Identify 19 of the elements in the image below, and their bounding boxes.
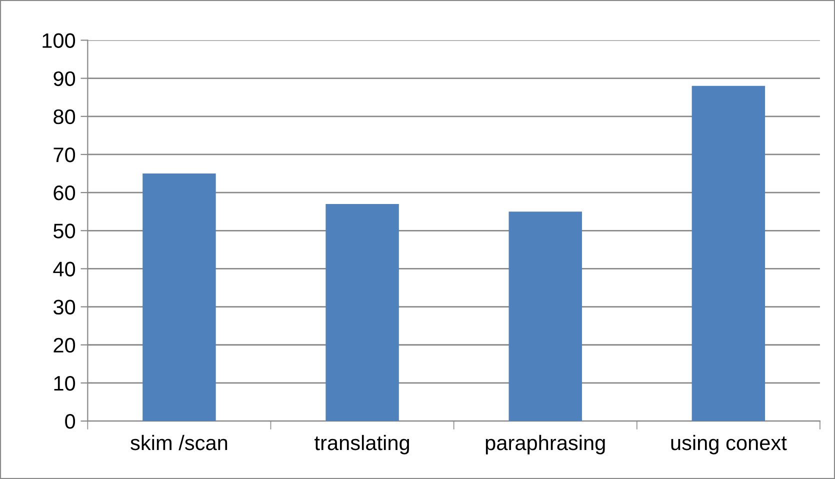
y-tick-label: 100 (42, 33, 76, 48)
bar (326, 204, 399, 422)
y-tick-label: 50 (54, 224, 76, 238)
bar (692, 86, 766, 422)
y-tick-label: 90 (54, 71, 76, 86)
y-tick-label: 60 (54, 186, 76, 200)
bar (508, 212, 582, 422)
y-tick-label: 80 (54, 109, 76, 124)
y-tick-label: 0 (65, 414, 76, 429)
x-tick-label: translating (314, 434, 410, 454)
y-tick-label: 40 (53, 262, 76, 276)
y-tick-label: 30 (53, 300, 76, 315)
y-tick-label: 70 (54, 147, 76, 162)
bar (142, 174, 216, 422)
x-tick-label: skim /scan (130, 434, 228, 450)
y-tick-label: 10 (54, 376, 76, 391)
y-tick-label: 20 (54, 338, 76, 353)
x-tick-label: using conext (671, 434, 787, 454)
x-tick-label: paraphrasing (486, 434, 605, 454)
